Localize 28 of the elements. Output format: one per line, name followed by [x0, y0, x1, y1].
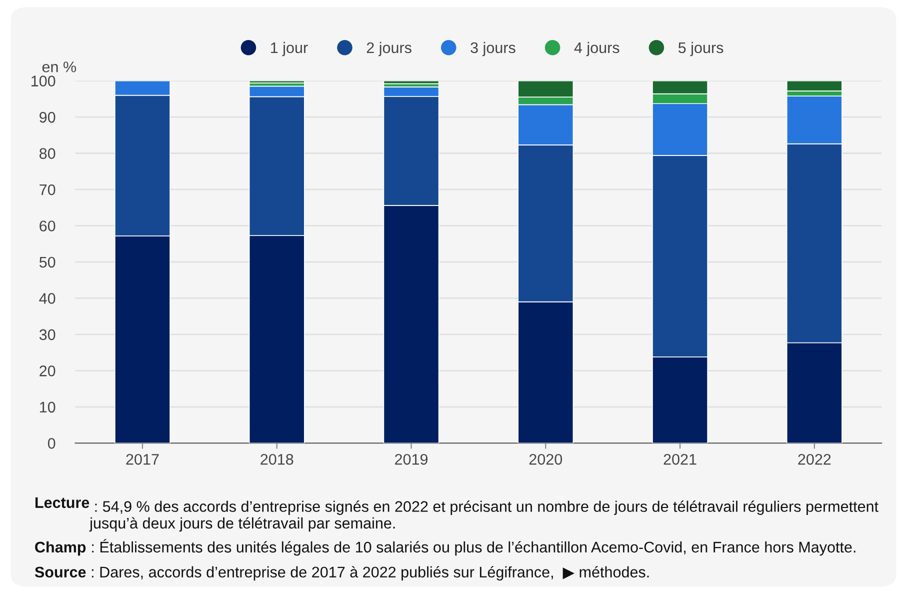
y-tick-label: 80 [40, 148, 56, 159]
x-tick-label: 2022 [798, 454, 831, 465]
x-tick-label: 2021 [664, 454, 696, 465]
legend-label: 3 jours [470, 42, 516, 56]
y-tick-label: 100 [32, 76, 56, 86]
legend-label: 5 jours [678, 42, 724, 56]
y-tick-label: 90 [40, 112, 56, 123]
y-tick-label: 10 [40, 402, 56, 413]
legend-label: 1 jour [271, 42, 308, 56]
text: Champ : Établissements des unités légales de 10 salariés ou plus de l’échantillon Acemo-Covid, en France hors Mayotte. [35, 539, 856, 556]
y-tick-label: 50 [39, 256, 56, 268]
source-note: Source : Dares, accords d’entreprise de 2017 à 2022 publiés sur Légifrance, ▶ méthodes. [34, 566, 649, 581]
y-axis-title: en % [42, 62, 76, 72]
y-tick-label: 40 [39, 293, 56, 304]
y-tick-label: 0 [48, 438, 56, 449]
text: Lecture : 54,9 % des accords d’entreprise signés en 2022 et précisant un nombre de jours de télétravail réguliers permettent jusqu’à deux jours de télétravail par semaine. [35, 497, 878, 532]
legend-label: 4 jours [574, 42, 620, 56]
bar [383, 80, 440, 84]
x-tick-label: 2019 [395, 454, 428, 465]
y-tick-label: 70 [40, 184, 56, 196]
legend-label: 2 jours [366, 42, 412, 56]
x-tick-label: 2018 [260, 454, 294, 465]
y-tick-label: 20 [40, 366, 56, 376]
y-tick-label: 60 [40, 220, 56, 232]
bar [248, 80, 305, 84]
y-tick-label: 30 [39, 329, 56, 340]
x-tick-label: 2020 [529, 454, 562, 465]
x-tick-label: 2017 [126, 454, 159, 465]
